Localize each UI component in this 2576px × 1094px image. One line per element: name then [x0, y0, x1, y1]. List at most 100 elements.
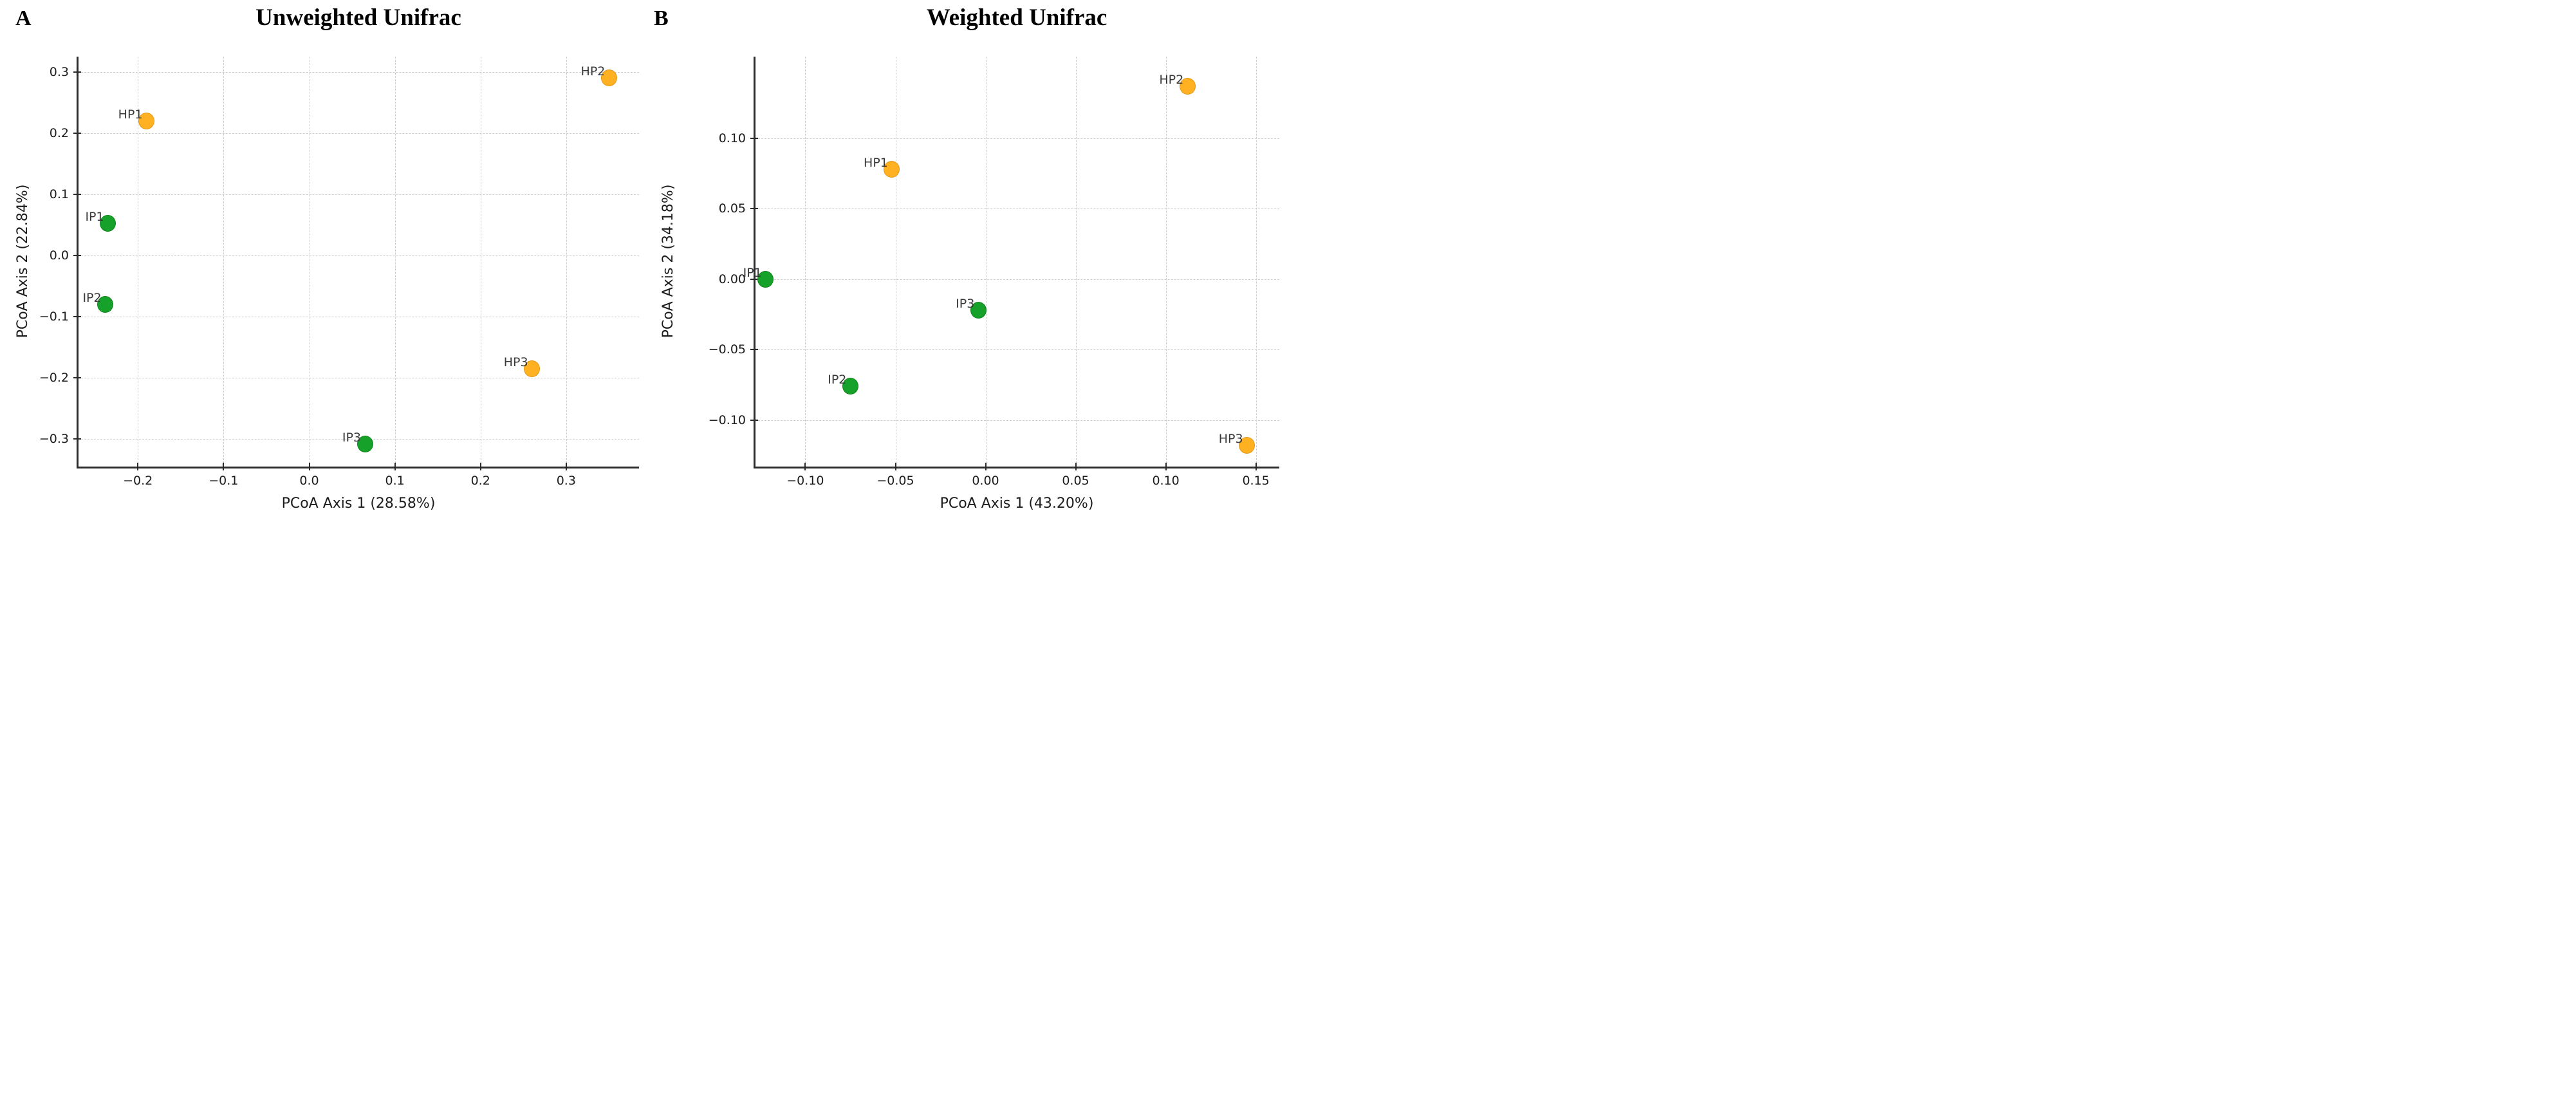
y-tick — [750, 419, 758, 421]
x-tick-label: 0.2 — [470, 474, 490, 488]
point-HP1 — [884, 161, 900, 178]
point-HP1 — [138, 112, 154, 129]
y-tick — [750, 278, 758, 280]
y-tick-label: 0.1 — [49, 187, 69, 201]
x-gridline — [985, 57, 987, 467]
x-axis-label-unweighted: PCoA Axis 1 (28.58%) — [281, 496, 436, 512]
point-label-HP3: HP3 — [503, 355, 528, 369]
y-tick-label: −0.1 — [39, 310, 69, 324]
point-label-HP1: HP1 — [864, 156, 888, 171]
pcoa-figure: A Unweighted Unifrac PCoA Axis 1 (28.58%… — [0, 0, 1288, 547]
point-label-IP3: IP3 — [342, 430, 361, 445]
x-tick — [1255, 463, 1257, 470]
point-IP2 — [842, 378, 858, 395]
y-tick-label: 0.3 — [49, 64, 69, 79]
y-axis-spine — [77, 57, 79, 468]
point-label-HP3: HP3 — [1218, 432, 1243, 447]
y-gridline — [755, 420, 1279, 421]
x-tick-label: −0.05 — [876, 474, 914, 488]
y-axis-label-weighted: PCoA Axis 2 (34.18%) — [660, 184, 676, 338]
y-tick-label: −0.2 — [39, 371, 69, 385]
point-label-IP2: IP2 — [82, 291, 102, 306]
point-label-IP2: IP2 — [828, 373, 847, 387]
point-HP3 — [524, 360, 541, 377]
y-tick — [750, 138, 758, 139]
x-gridline — [394, 57, 396, 467]
x-tick-label: 0.10 — [1152, 474, 1180, 488]
y-gridline — [78, 133, 639, 134]
point-HP2 — [1179, 78, 1196, 95]
point-label-IP3: IP3 — [956, 297, 975, 311]
x-axis-spine — [754, 467, 1279, 468]
point-IP2 — [97, 296, 114, 313]
point-IP3 — [970, 302, 987, 319]
x-gridline — [1075, 57, 1077, 467]
y-tick — [73, 316, 81, 318]
x-gridline — [1165, 57, 1167, 467]
y-gridline — [755, 138, 1279, 139]
y-gridline — [78, 194, 639, 195]
x-tick-label: 0.3 — [556, 474, 576, 488]
y-tick — [73, 377, 81, 379]
x-tick-label: 0.15 — [1242, 474, 1270, 488]
x-tick — [985, 463, 987, 470]
x-tick — [308, 463, 310, 470]
y-tick — [750, 349, 758, 351]
y-tick-label: 0.05 — [718, 201, 746, 216]
y-tick — [750, 208, 758, 210]
point-label-IP1: IP1 — [85, 209, 104, 224]
y-tick — [73, 132, 81, 134]
y-tick-label: 0.0 — [49, 248, 69, 263]
x-gridline — [1256, 57, 1257, 467]
y-tick — [73, 71, 81, 73]
y-gridline — [755, 279, 1279, 280]
x-tick-label: −0.2 — [123, 474, 153, 488]
x-tick — [1075, 463, 1077, 470]
x-axis-label-weighted: PCoA Axis 1 (43.20%) — [940, 496, 1094, 512]
y-tick-label: 0.00 — [718, 272, 746, 286]
y-gridline — [755, 349, 1279, 351]
panel-letter-b: B — [654, 6, 669, 30]
point-HP2 — [600, 70, 617, 87]
x-tick — [479, 463, 481, 470]
x-axis-spine — [77, 467, 639, 468]
panel-letter-a: A — [15, 6, 32, 30]
x-tick-label: 0.0 — [299, 474, 319, 488]
x-tick-label: −0.1 — [208, 474, 239, 488]
x-gridline — [805, 57, 806, 467]
x-tick-label: −0.10 — [786, 474, 824, 488]
y-tick-label: −0.05 — [708, 342, 746, 357]
y-gridline — [78, 255, 639, 256]
x-tick — [137, 463, 139, 470]
x-tick — [894, 463, 896, 470]
y-tick-label: −0.10 — [708, 413, 746, 427]
point-HP3 — [1239, 437, 1256, 454]
point-label-HP2: HP2 — [580, 64, 606, 79]
x-tick-label: 0.00 — [972, 474, 999, 488]
point-IP3 — [357, 435, 373, 452]
point-label-HP2: HP2 — [1159, 73, 1184, 87]
point-label-IP1: IP1 — [743, 265, 762, 280]
x-tick — [394, 463, 396, 470]
y-tick — [73, 255, 81, 256]
x-gridline — [566, 57, 567, 467]
y-tick — [73, 193, 81, 195]
x-tick — [1165, 463, 1167, 470]
y-tick-label: −0.3 — [39, 432, 69, 447]
y-tick — [73, 438, 81, 440]
y-tick-label: 0.10 — [718, 131, 746, 145]
y-tick-label: 0.2 — [49, 125, 69, 140]
plot-title-weighted: Weighted Unifrac — [926, 5, 1107, 31]
y-axis-spine — [754, 57, 755, 468]
x-tick — [804, 463, 806, 470]
y-gridline — [78, 71, 639, 73]
plot-title-unweighted: Unweighted Unifrac — [255, 5, 461, 31]
x-tick-label: 0.05 — [1062, 474, 1089, 488]
point-IP1 — [757, 270, 774, 288]
x-tick-label: 0.1 — [385, 474, 405, 488]
x-tick — [223, 463, 225, 470]
point-label-HP1: HP1 — [118, 107, 143, 122]
x-gridline — [223, 57, 225, 467]
point-IP1 — [100, 214, 116, 232]
x-tick — [565, 463, 567, 470]
